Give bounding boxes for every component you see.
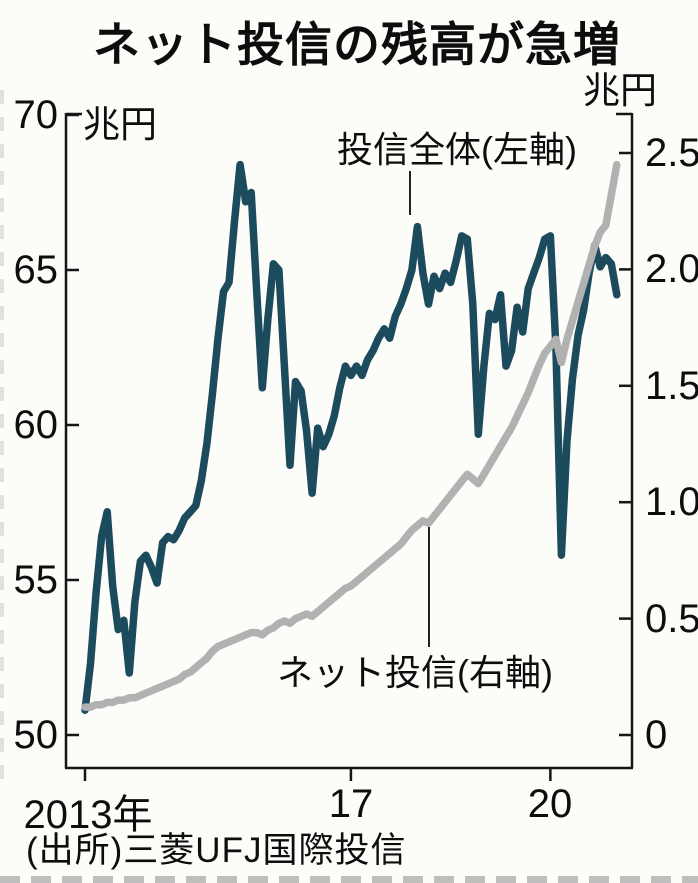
chart-title: ネット投信の残高が急増 [93, 18, 621, 71]
right-axis-tick-0-5: 0.5 [645, 597, 698, 641]
left-axis-tick-70: 70 [13, 93, 59, 137]
net-funds-line [81, 160, 621, 711]
right-axis-tick-1-0: 1.0 [645, 480, 698, 524]
series-label-total-funds: 投信全体(左軸) [337, 129, 577, 170]
left-edge-artifact [0, 90, 4, 790]
right-axis-tick-2-5: 2.5 [645, 131, 698, 175]
left-axis-tick-55: 55 [13, 558, 59, 602]
left-axis-tick-50: 50 [13, 713, 59, 757]
right-axis-tick-2-0: 2.0 [645, 247, 698, 291]
left-axis-unit: 兆円 [83, 104, 157, 145]
bottom-edge-artifact [0, 876, 698, 883]
right-axis-unit: 兆円 [583, 70, 657, 111]
x-axis-tick-17: 17 [328, 782, 374, 826]
total-funds-line [81, 160, 621, 714]
x-axis-tick-2013: 2013年 [23, 793, 153, 837]
right-axis-tick-1-5: 1.5 [645, 364, 698, 408]
left-axis-tick-60: 60 [13, 403, 59, 447]
right-axis-tick-0: 0 [645, 713, 668, 757]
series-label-net-funds: ネット投信(右軸) [277, 652, 553, 693]
x-axis-tick-20: 20 [527, 782, 573, 826]
left-axis-tick-65: 65 [13, 248, 59, 292]
source-note: (出所)三菱UFJ国際投信 [26, 831, 407, 870]
